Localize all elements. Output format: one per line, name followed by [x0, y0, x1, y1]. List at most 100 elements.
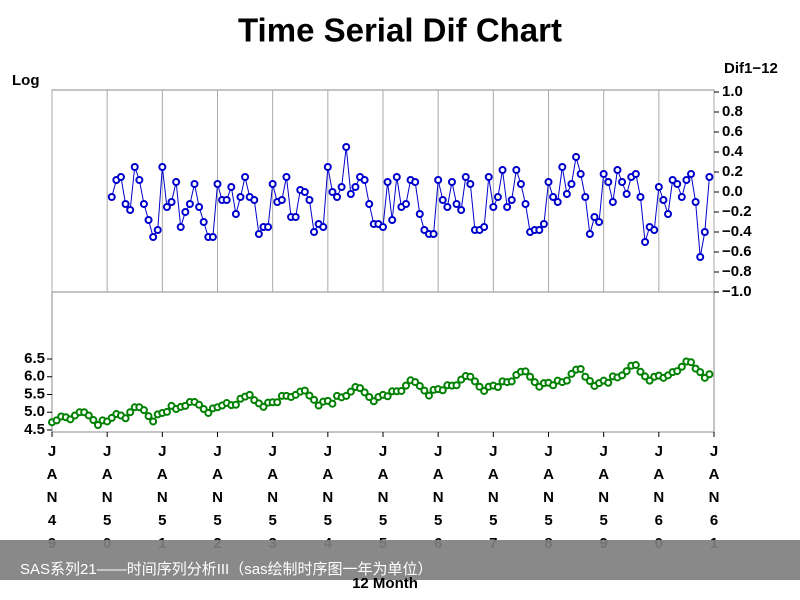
point — [162, 407, 171, 416]
point — [181, 208, 190, 216]
point — [305, 391, 314, 400]
point — [631, 170, 640, 178]
point — [231, 210, 240, 218]
point — [452, 381, 461, 390]
point — [356, 384, 365, 393]
y-tick-label: 5.0 — [24, 403, 45, 420]
point — [153, 226, 162, 234]
point — [204, 408, 213, 417]
point — [475, 382, 484, 391]
y-tick-label: 4.5 — [24, 421, 45, 438]
x-tick-label: JAN58 — [540, 443, 557, 558]
point — [576, 170, 585, 178]
point — [613, 166, 622, 174]
x-tick-label: JAN50 — [99, 443, 116, 558]
point — [149, 233, 158, 241]
point — [383, 392, 392, 401]
point — [411, 178, 420, 186]
point — [139, 406, 148, 415]
point — [401, 381, 410, 390]
point — [227, 183, 236, 191]
point — [241, 173, 250, 181]
point — [369, 397, 378, 406]
y2-tick-label: 0.2 — [722, 163, 743, 180]
point — [310, 228, 319, 236]
point — [121, 414, 130, 423]
point — [429, 230, 438, 238]
point — [452, 200, 461, 208]
point — [618, 178, 627, 186]
point — [208, 233, 217, 241]
point — [507, 377, 516, 386]
point — [346, 190, 355, 198]
point — [631, 361, 640, 370]
point — [567, 369, 576, 378]
point — [126, 206, 135, 214]
point — [604, 178, 613, 186]
point — [195, 203, 204, 211]
point — [489, 203, 498, 211]
point — [618, 371, 627, 380]
point — [89, 416, 98, 425]
point — [300, 386, 309, 395]
point — [641, 238, 650, 246]
point — [705, 173, 714, 181]
point — [222, 196, 231, 204]
x-tick-label: JAN51 — [154, 443, 171, 558]
point — [687, 170, 696, 178]
point — [521, 200, 530, 208]
point — [434, 176, 443, 184]
point — [388, 216, 397, 224]
x-tick-label: JAN54 — [319, 443, 336, 558]
point — [254, 230, 263, 238]
point — [259, 402, 268, 411]
point — [516, 180, 525, 188]
x-axis-label: 12 Month — [352, 575, 418, 592]
point — [282, 173, 291, 181]
point — [397, 386, 406, 395]
point — [466, 180, 475, 188]
point — [576, 364, 585, 373]
point — [622, 367, 631, 376]
y2-tick-label: −0.2 — [722, 203, 752, 220]
point — [107, 193, 116, 201]
point — [139, 200, 148, 208]
point — [346, 387, 355, 396]
point — [144, 412, 153, 421]
point — [415, 381, 424, 390]
point — [493, 193, 502, 201]
x-tick-label: JAN61 — [706, 443, 723, 558]
point — [636, 367, 645, 376]
y2-tick-label: 0.8 — [722, 103, 743, 120]
point — [291, 213, 300, 221]
point — [608, 198, 617, 206]
point — [585, 230, 594, 238]
point — [342, 143, 351, 151]
point — [498, 166, 507, 174]
point — [135, 176, 144, 184]
point — [530, 378, 539, 387]
point — [604, 378, 613, 387]
point — [682, 176, 691, 184]
point — [558, 163, 567, 171]
series-line — [111, 146, 710, 258]
point — [457, 206, 466, 214]
point — [705, 370, 714, 379]
point — [250, 196, 259, 204]
point — [466, 372, 475, 381]
point — [379, 223, 387, 231]
point — [273, 398, 282, 407]
point — [176, 223, 185, 231]
point — [392, 173, 401, 181]
point — [213, 180, 222, 188]
point — [342, 391, 351, 400]
y2-tick-label: −0.4 — [722, 223, 752, 240]
point — [149, 417, 158, 426]
point — [673, 367, 682, 376]
point — [599, 170, 608, 178]
point — [480, 386, 489, 395]
y2-tick-label: 0.4 — [722, 143, 744, 160]
point — [424, 391, 433, 400]
